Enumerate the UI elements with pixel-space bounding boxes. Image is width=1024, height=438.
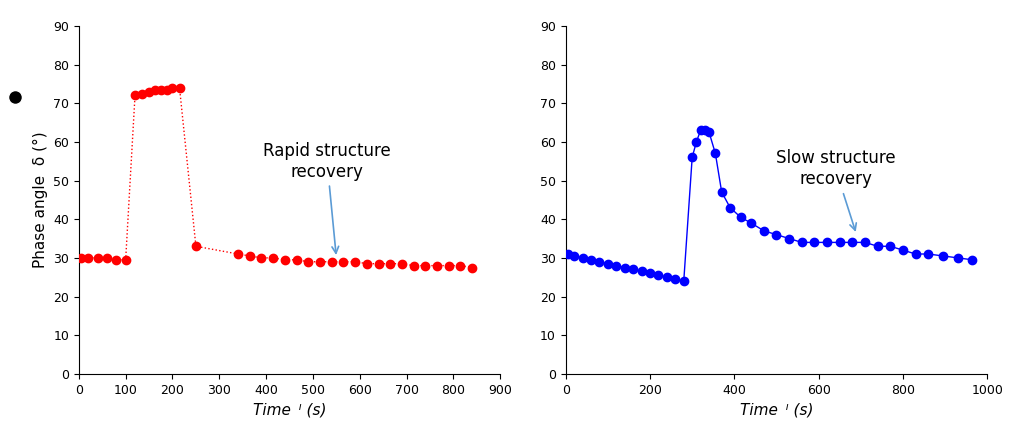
X-axis label: Time  ᴵ (s): Time ᴵ (s) [253,402,327,417]
Text: Rapid structure
recovery: Rapid structure recovery [263,142,391,253]
Legend:  [10,85,32,110]
X-axis label: Time  ᴵ (s): Time ᴵ (s) [739,402,813,417]
Text: Slow structure
recovery: Slow structure recovery [776,149,895,230]
Y-axis label: Phase angle  δ (°): Phase angle δ (°) [33,131,47,268]
